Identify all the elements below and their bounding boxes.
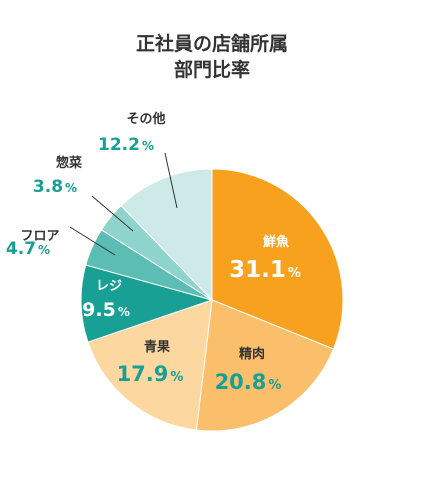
slice-value-label-3: 17.9% bbox=[117, 362, 184, 386]
chart-title: 正社員の店舗所属 部門比率 bbox=[136, 32, 288, 81]
slice-value-percent-7: % bbox=[142, 139, 154, 153]
leader-line-6 bbox=[91, 195, 134, 232]
slice-value-label-6: 3.8% bbox=[33, 177, 77, 197]
slice-name-label-2: 精肉 bbox=[239, 346, 265, 362]
leader-lines bbox=[69, 152, 178, 256]
slice-value-number-6: 3.8 bbox=[33, 177, 63, 197]
chart-title-line-1: 正社員の店舗所属 bbox=[136, 32, 288, 55]
slice-value-percent-4: % bbox=[118, 305, 130, 319]
pie-slices bbox=[80, 168, 344, 432]
pie-slice-7 bbox=[120, 168, 213, 302]
pie-slice-4 bbox=[80, 264, 214, 343]
pie-slice-1 bbox=[211, 168, 344, 350]
slice-value-label-1: 31.1% bbox=[229, 257, 301, 283]
slice-value-percent-6: % bbox=[65, 181, 77, 195]
pie-slice-2 bbox=[195, 299, 335, 432]
slice-value-percent-5: % bbox=[38, 243, 50, 257]
slice-value-label-4: 9.5% bbox=[82, 299, 130, 321]
slice-value-label-2: 20.8% bbox=[215, 370, 282, 394]
slice-value-percent-3: % bbox=[170, 370, 183, 385]
slice-value-number-2: 20.8 bbox=[215, 370, 267, 394]
slice-value-number-1: 31.1 bbox=[229, 257, 286, 283]
slice-name-label-4: レジ bbox=[96, 279, 122, 294]
slice-value-number-5: 4.7 bbox=[6, 239, 36, 259]
slice-name-label-1: 鮮魚 bbox=[263, 234, 289, 250]
leader-line-5 bbox=[69, 226, 116, 256]
slice-value-number-3: 17.9 bbox=[117, 362, 169, 386]
slice-name-label-3: 青果 bbox=[144, 339, 170, 355]
slice-value-label-5: 4.7% bbox=[6, 239, 50, 259]
slice-name-label-6: 惣菜 bbox=[56, 155, 82, 171]
slice-value-number-4: 9.5 bbox=[82, 299, 116, 321]
slice-value-percent-2: % bbox=[268, 378, 281, 393]
slice-value-label-7: 12.2% bbox=[98, 135, 154, 155]
slice-value-number-7: 12.2 bbox=[98, 135, 140, 155]
slice-value-percent-1: % bbox=[288, 266, 301, 281]
pie-slice-3 bbox=[87, 299, 213, 431]
chart-title-line-2: 部門比率 bbox=[174, 58, 250, 81]
leader-line-7 bbox=[164, 152, 178, 209]
slice-name-label-5: フロア bbox=[20, 229, 59, 244]
slice-name-label-7: その他 bbox=[126, 111, 165, 127]
